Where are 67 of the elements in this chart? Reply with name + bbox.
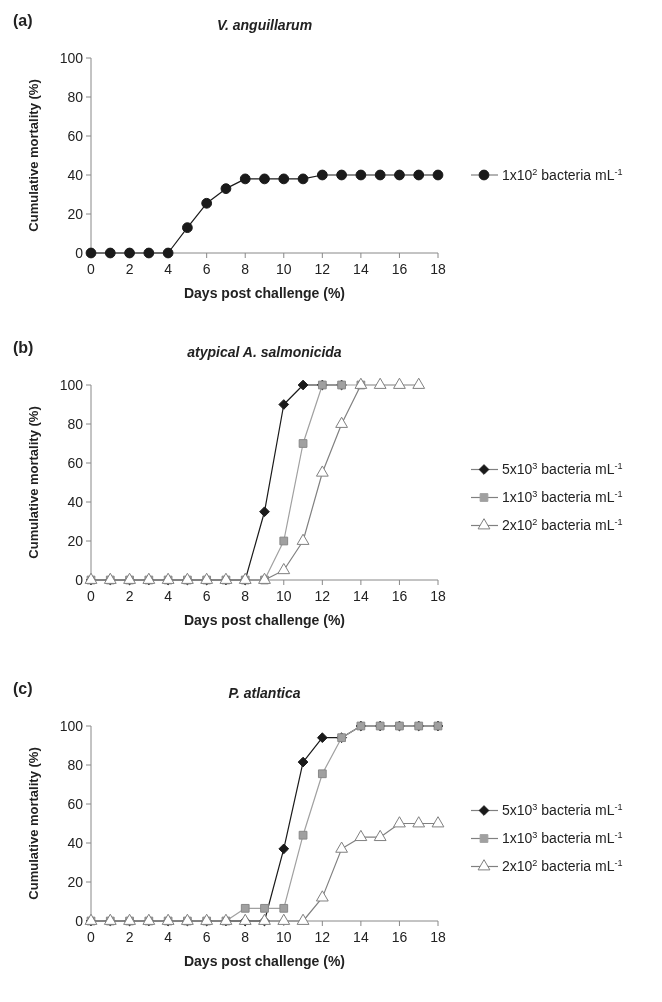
x-tick-label: 12 [314,261,331,277]
y-tick-label: 80 [67,756,84,773]
chart-title: atypical A. salmonicida [187,344,342,360]
y-tick-label: 20 [67,205,84,222]
legend-label: 5x10$^{3}$ bacteria mL$^{-1}$ [502,802,623,819]
y-tick-label: 40 [67,493,84,510]
x-tick-label: 18 [430,588,446,604]
y-tick-label: 60 [67,127,84,144]
y-tick-label: 20 [67,873,84,890]
x-tick-label: 6 [202,929,211,945]
x-tick-label: 0 [87,929,96,945]
chart-title: P. atlantica [228,685,301,701]
x-tick-label: 2 [125,261,134,277]
x-axis-title: Days post challenge (%) [183,285,346,301]
legend-label: 2x10$^{2}$ bacteria mL$^{-1}$ [502,517,623,534]
x-tick-label: 2 [125,929,134,945]
y-axis-title: Cumulative mortality (%) [26,747,41,900]
y-tick-label: 60 [67,795,84,812]
x-tick-label: 8 [241,929,250,945]
x-tick-label: 6 [202,261,211,277]
legend-label: 2x10$^{2}$ bacteria mL$^{-1}$ [502,858,623,875]
text: (a) [13,12,33,29]
y-tick-label: 100 [59,717,84,734]
y-axis-title: Cumulative mortality (%) [26,79,41,232]
x-tick-label: 12 [314,588,331,604]
x-tick-label: 14 [353,588,369,604]
x-tick-label: 8 [241,588,250,604]
text: (c) [13,680,33,697]
x-tick-label: 16 [391,261,408,277]
text: (b) [13,339,34,356]
x-tick-label: 10 [275,929,292,945]
y-tick-label: 60 [67,454,84,471]
x-tick-label: 8 [241,261,250,277]
legend-label: 1x10$^{3}$ bacteria mL$^{-1}$ [502,830,623,847]
legend-label: 5x10$^{3}$ bacteria mL$^{-1}$ [502,461,623,478]
x-tick-label: 4 [164,929,173,945]
x-tick-label: 10 [275,261,292,277]
x-tick-label: 4 [164,261,173,277]
y-tick-label: 80 [67,88,84,105]
x-tick-label: 4 [164,588,173,604]
y-tick-label: 0 [75,571,84,588]
y-tick-label: 100 [59,49,84,66]
x-tick-label: 14 [353,929,369,945]
y-tick-label: 80 [67,415,84,432]
x-tick-label: 0 [87,588,96,604]
y-tick-label: 20 [67,532,84,549]
x-tick-label: 12 [314,929,331,945]
x-tick-label: 10 [275,588,292,604]
x-axis-title: Days post challenge (%) [183,612,346,628]
x-tick-label: 0 [87,261,96,277]
x-tick-label: 6 [202,588,211,604]
y-tick-label: 0 [75,244,84,261]
y-tick-label: 100 [59,376,84,393]
legend-label: 1x10$^{2}$ bacteria mL$^{-1}$ [502,166,623,183]
chart-title: V. anguillarum [216,17,313,33]
x-tick-label: 16 [391,588,408,604]
y-tick-label: 40 [67,166,84,183]
x-tick-label: 2 [125,588,134,604]
legend-label: 1x10$^{3}$ bacteria mL$^{-1}$ [502,489,623,506]
x-tick-label: 18 [430,929,446,945]
y-tick-label: 0 [75,912,84,929]
x-tick-label: 16 [391,929,408,945]
y-axis-title: Cumulative mortality (%) [26,406,41,559]
y-tick-label: 40 [67,834,84,851]
x-axis-title: Days post challenge (%) [183,953,346,969]
x-tick-label: 18 [430,261,446,277]
x-tick-label: 14 [353,261,369,277]
